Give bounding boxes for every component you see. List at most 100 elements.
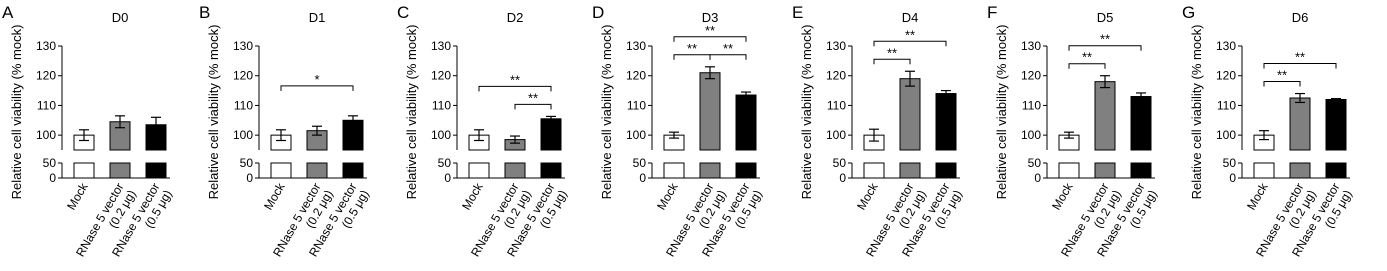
y-tick-label: 130: [431, 39, 451, 53]
chart-title: D0: [112, 10, 129, 25]
bar-lower: [863, 162, 885, 179]
bar-lower: [663, 162, 685, 179]
y-tick-label: 130: [1021, 39, 1041, 53]
significance-bracket: [709, 54, 747, 60]
significance-bracket: [280, 85, 354, 91]
y-tick-label: 0: [1034, 171, 1041, 185]
x-tick-label: Mock: [854, 180, 881, 213]
x-tick-label-line: Mock: [654, 180, 681, 213]
significance-label: **: [723, 41, 733, 56]
y-tick-label: 100: [36, 128, 56, 142]
panel-letter: A: [2, 3, 14, 22]
x-tick-label: Mock: [261, 180, 288, 213]
y-tick-label: 110: [627, 98, 646, 112]
significance-label: **: [1082, 50, 1092, 65]
significance-label: **: [1277, 68, 1287, 83]
y-tick-label: 130: [233, 39, 253, 53]
y-tick-label: 50: [1028, 156, 1042, 170]
y-tick-label: 120: [626, 69, 646, 83]
y-axis-label: Relative cell viability (% mock): [799, 25, 814, 200]
x-tick-label-line: Mock: [459, 180, 486, 213]
bar-upper: [1130, 96, 1152, 151]
bar-upper: [1289, 97, 1311, 151]
y-tick-label: 130: [36, 39, 56, 53]
significance-bracket: [1263, 63, 1337, 69]
y-tick-label: 50: [240, 156, 254, 170]
significance-bracket: [1068, 63, 1106, 69]
y-tick-label: 100: [233, 128, 253, 142]
significance-label: **: [887, 45, 897, 60]
panel-letter: G: [1182, 3, 1195, 22]
y-tick-label: 110: [827, 98, 846, 112]
bar-upper: [735, 94, 757, 151]
y-tick-label: 110: [432, 98, 451, 112]
significance-bracket: [478, 85, 552, 92]
significance-label: **: [528, 90, 538, 105]
y-tick-label: 0: [1229, 171, 1236, 185]
chart-title: D1: [309, 10, 326, 25]
y-tick-label: 130: [626, 39, 646, 53]
bar-lower: [145, 162, 167, 179]
bar-lower: [540, 162, 562, 179]
y-axis-label: Relative cell viability (% mock): [994, 25, 1009, 200]
bar-lower: [1325, 162, 1347, 179]
significance-label: *: [314, 72, 319, 87]
significance-bracket: [873, 58, 911, 65]
y-tick-label: 120: [1216, 69, 1236, 83]
y-tick-label: 120: [233, 69, 253, 83]
bar-lower: [1130, 162, 1152, 179]
x-tick-label-line: Mock: [854, 180, 881, 213]
significance-label: **: [905, 27, 915, 42]
significance-bracket: [873, 40, 947, 47]
panel: A D0 Relative cell viability (% mock) 100 11…: [2, 3, 175, 259]
panel: G D6 Relative cell viability (% mock) 100 11…: [1182, 3, 1355, 259]
y-axis-label: Relative cell viability (% mock): [1189, 25, 1204, 200]
bar-lower: [468, 162, 490, 179]
bar-upper: [899, 78, 921, 151]
significance-label: **: [1295, 50, 1305, 65]
significance-bracket: [1263, 81, 1301, 87]
panel-letter: F: [987, 3, 997, 22]
y-tick-label: 0: [49, 171, 56, 185]
panel: E D4 Relative cell viability (% mock) 100 11…: [792, 3, 965, 259]
panel: C D2 Relative cell viability (% mock) 100 11…: [397, 3, 570, 259]
panel-letter: E: [792, 3, 803, 22]
x-tick-label-line: Mock: [1049, 180, 1076, 213]
significance-bracket: [514, 103, 552, 110]
significance-bracket: [1068, 45, 1142, 51]
bar-upper: [935, 93, 957, 151]
y-axis-label: Relative cell viability (% mock): [404, 25, 419, 200]
chart-title: D5: [1097, 10, 1114, 25]
y-tick-label: 110: [1022, 98, 1041, 112]
y-tick-label: 110: [234, 98, 253, 112]
bar-upper: [699, 72, 721, 151]
bar-upper: [540, 118, 562, 151]
significance-label: **: [687, 41, 697, 56]
x-tick-label-line: Mock: [261, 180, 288, 213]
bar-lower: [73, 162, 95, 179]
y-tick-label: 100: [826, 128, 846, 142]
y-tick-label: 130: [826, 39, 846, 53]
panel: F D5 Relative cell viability (% mock) 100 11…: [987, 3, 1160, 259]
y-tick-label: 130: [1216, 39, 1236, 53]
significance-label: **: [1100, 32, 1110, 47]
x-tick-label: Mock: [654, 180, 681, 213]
y-tick-label: 50: [438, 156, 452, 170]
y-tick-label: 50: [633, 156, 647, 170]
significance-label: **: [705, 23, 715, 38]
bar-lower: [342, 162, 364, 179]
y-tick-label: 100: [431, 128, 451, 142]
chart-title: D2: [507, 10, 524, 25]
y-tick-label: 120: [1021, 69, 1041, 83]
panel-letter: B: [199, 3, 210, 22]
y-tick-label: 100: [1216, 128, 1236, 142]
y-tick-label: 0: [246, 171, 253, 185]
panel-letter: C: [397, 3, 409, 22]
y-axis-label: Relative cell viability (% mock): [9, 25, 24, 200]
x-tick-label: Mock: [1244, 180, 1271, 213]
bar-lower: [735, 162, 757, 179]
panel: B D1 Relative cell viability (% mock) 100 11…: [199, 3, 372, 259]
x-tick-label: Mock: [1049, 180, 1076, 213]
y-tick-label: 110: [1217, 98, 1236, 112]
